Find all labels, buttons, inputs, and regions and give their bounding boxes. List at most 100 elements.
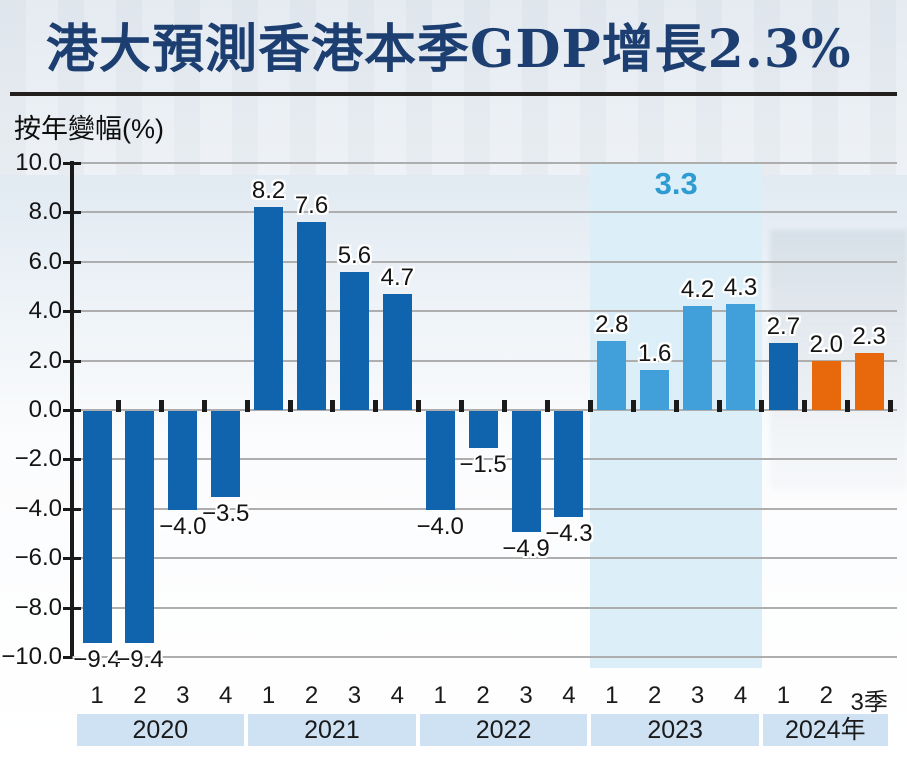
y-axis-tick-label: −10.0 [1, 643, 62, 670]
bar [726, 303, 755, 410]
bar-value-label: 8.2 [251, 177, 286, 205]
x-axis-tick [459, 400, 465, 412]
bar-value-label: −4.3 [545, 520, 593, 548]
y-axis-tick-label: −8.0 [14, 593, 62, 621]
year-band-2024年: 2024年 [762, 714, 888, 746]
bar-value-label: −4.0 [416, 512, 464, 540]
y-axis-tick [63, 162, 81, 165]
bar-value-label: 2.8 [595, 310, 629, 338]
x-axis-tick [673, 400, 679, 412]
y-axis-tick-label: 4.0 [28, 297, 62, 325]
x-axis-quarter-label: 1 [433, 682, 447, 709]
bar-value-label: 4.7 [380, 263, 414, 291]
x-axis-tick [287, 400, 293, 412]
x-axis-tick [587, 400, 593, 412]
title-divider [10, 92, 897, 96]
x-axis-quarter-label: 2 [304, 682, 319, 709]
gridline [74, 458, 897, 461]
bar [683, 306, 713, 410]
gridline [74, 656, 897, 658]
gridline [74, 409, 897, 411]
x-axis-tick [244, 400, 250, 412]
bar-value-label: 1.6 [638, 340, 672, 368]
bar [339, 271, 369, 410]
page-title: 港大預測香港本季GDP增長2.3% [46, 19, 852, 80]
x-axis-quarter-label: 2 [133, 682, 147, 709]
bar-value-label: −1.5 [459, 451, 507, 479]
x-axis-quarter-label: 3 [519, 682, 533, 709]
x-axis-tick [845, 400, 851, 412]
x-axis-tick [373, 400, 379, 412]
y-axis-tick-label: 0.0 [28, 396, 62, 423]
x-axis-quarter-label: 1 [605, 682, 619, 709]
y-axis-tick [63, 260, 81, 264]
bar [468, 411, 498, 449]
x-axis-quarter-label: 4 [562, 682, 576, 709]
y-axis-tick-label: −6.0 [14, 544, 62, 572]
bar-value-label: −9.4 [73, 646, 121, 674]
x-axis-quarter-label: 4 [733, 682, 748, 709]
x-axis-tick [630, 400, 636, 412]
x-axis-quarter-label: 4 [390, 682, 404, 709]
y-axis-tick [63, 359, 81, 363]
x-axis-quarter-label: 2 [819, 682, 833, 709]
x-axis-tick [330, 400, 336, 412]
x-axis-quarter-label: 3 [176, 682, 190, 709]
year-band-2021: 2021 [248, 714, 416, 746]
bar [640, 370, 670, 410]
y-axis-tick-label: 2.0 [28, 346, 62, 374]
bar [168, 411, 198, 510]
x-axis-tick [416, 400, 422, 412]
y-axis-tick [63, 656, 81, 659]
gridline [74, 260, 897, 263]
x-axis-tick [115, 400, 121, 412]
x-axis-tick [716, 400, 722, 412]
gridline [74, 557, 897, 560]
x-axis-tick [888, 400, 894, 412]
x-axis-quarter-label: 2 [476, 682, 490, 709]
x-axis-tick [759, 400, 765, 412]
bar-value-label: −4.0 [159, 512, 207, 540]
gridline [74, 359, 897, 362]
gridline [74, 507, 897, 510]
x-axis-quarter-label: 3季 [850, 689, 888, 716]
bar-value-label: −4.9 [502, 535, 550, 563]
bar-value-label: 2.3 [852, 323, 886, 351]
y-axis-tick [63, 458, 81, 462]
bar [768, 343, 798, 410]
y-axis-tick-label: 10.0 [15, 149, 62, 176]
x-axis-tick [158, 400, 164, 412]
bar [811, 360, 841, 410]
y-axis-tick [63, 507, 81, 511]
y-axis-tick-label: −4.0 [14, 494, 62, 522]
x-axis-tick [502, 400, 508, 412]
y-axis-tick [63, 211, 81, 215]
gridline [74, 211, 897, 214]
bar [425, 411, 455, 510]
bar-value-label: 4.3 [723, 273, 758, 301]
y-axis-title: 按年變幅(%) [14, 114, 164, 144]
x-axis-quarter-label: 4 [219, 682, 233, 709]
x-axis-quarter-label: 1 [90, 682, 104, 709]
x-axis-tick [544, 400, 550, 412]
x-axis-quarter-label: 3 [347, 682, 362, 709]
bar-value-label: 5.6 [337, 241, 372, 269]
year-band-2022: 2022 [419, 714, 588, 746]
y-axis-tick-label: −2.0 [14, 445, 62, 473]
y-axis-tick [63, 409, 81, 412]
bar [597, 340, 627, 410]
bar [297, 222, 326, 410]
gridline [74, 162, 897, 164]
bar-value-label: −3.5 [201, 500, 250, 528]
bar-value-label: 4.2 [680, 276, 715, 304]
bar-value-label: −9.4 [116, 646, 164, 674]
bar-value-label: 7.6 [294, 192, 329, 220]
x-axis-tick [201, 400, 207, 412]
x-axis-quarter-label: 1 [261, 682, 276, 709]
gridline [74, 310, 897, 313]
y-axis-tick [63, 606, 81, 610]
annual-forecast-annotation: 3.3 [654, 166, 698, 201]
bar-value-label: 2.0 [809, 330, 843, 358]
